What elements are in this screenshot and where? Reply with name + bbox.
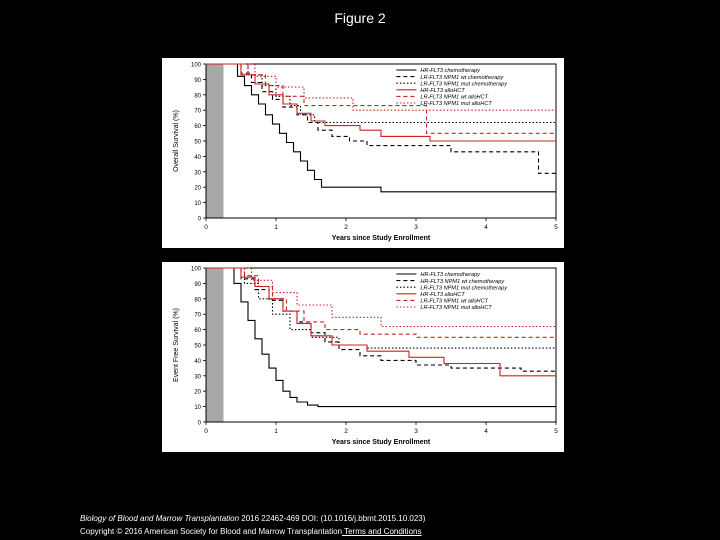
legend-label-6: LR-FLT3 NPM1 mut alloHCT	[420, 305, 492, 311]
citation-details: 2016 22462-469 DOI: (10.1016/j.bbmt.2015…	[239, 514, 426, 523]
shaded-region	[206, 64, 224, 218]
series-line-6	[206, 267, 556, 328]
legend-label-3: LR-FLT3 NPM1 mut chemotherapy	[420, 81, 508, 87]
y-tick-label: 30	[194, 170, 201, 176]
y-tick-label: 20	[194, 186, 201, 192]
series-line-3	[206, 63, 556, 124]
series-line-4	[206, 63, 556, 142]
y-tick-label: 40	[194, 155, 201, 161]
series-line-5	[206, 267, 556, 338]
x-tick-label: 0	[204, 224, 208, 231]
y-axis-label: Overall Survival (%)	[173, 110, 180, 172]
legend-label-4: HR-FLT3 alloHCT	[420, 88, 465, 94]
y-tick-label: 60	[194, 124, 201, 130]
x-tick-label: 4	[484, 428, 488, 435]
y-tick-label: 40	[194, 359, 201, 365]
legend-label-4: HR-FLT3 alloHCT	[420, 292, 465, 298]
legend-label-6: LR-FLT3 NPM1 mut alloHCT	[420, 101, 492, 107]
y-tick-label: 100	[191, 267, 202, 273]
legend-label-5: LR-FLT3 NPM1 wt alloHCT	[420, 95, 488, 101]
copyright-text: Copyright © 2016 American Society for Bl…	[80, 527, 343, 536]
y-tick-label: 0	[198, 421, 202, 427]
legend-label-2: HR-FLT3 NPM1 wt chemotherapy	[420, 279, 505, 285]
y-tick-label: 100	[191, 63, 202, 69]
figure-title: Figure 2	[334, 10, 386, 26]
efs-plot-svg: 0 10 20 30 40 50 60 70 80 90 100 0 1 2 3 4 5 Years since …	[173, 267, 558, 447]
y-tick-label: 10	[194, 405, 201, 411]
os-plot-svg: 0 10 20 30 40 50 60 70 80 90 100 0 1 2 3 4 5 Years since …	[173, 63, 558, 243]
x-tick-label: 5	[554, 428, 558, 435]
series-line-1	[206, 63, 556, 193]
y-tick-label: 90	[194, 282, 201, 288]
x-axis-label: Years since Study Enrollment	[332, 235, 431, 242]
x-tick-label: 0	[204, 428, 208, 435]
x-tick-label: 1	[274, 428, 278, 435]
y-tick-label: 20	[194, 390, 201, 396]
legend-label-3: LR-FLT3 NPM1 mut chemotherapy	[420, 285, 508, 291]
x-tick-label: 2	[344, 224, 348, 231]
series-line-2	[206, 63, 556, 174]
shaded-region	[206, 268, 224, 422]
series-line-4	[206, 267, 556, 377]
citation-line: Biology of Blood and Marrow Transplantat…	[80, 514, 425, 523]
x-tick-label: 3	[414, 224, 418, 231]
chart-overall-survival: 0 10 20 30 40 50 60 70 80 90 100 0 1 2 3 4 5 Years since …	[162, 58, 564, 248]
y-tick-label: 50	[194, 344, 201, 350]
x-tick-label: 5	[554, 224, 558, 231]
legend-label-1: HR-FLT3 chemotherapy	[420, 272, 481, 278]
x-tick-label: 2	[344, 428, 348, 435]
journal-name: Biology of Blood and Marrow Transplantat…	[80, 514, 240, 523]
y-tick-label: 70	[194, 313, 201, 319]
y-tick-label: 30	[194, 374, 201, 380]
series-line-3	[206, 267, 556, 349]
y-tick-label: 70	[194, 109, 201, 115]
x-axis-label: Years since Study Enrollment	[332, 439, 431, 446]
series-line-1	[206, 267, 556, 408]
x-tick-label: 3	[414, 428, 418, 435]
chart-event-free-survival: 0 10 20 30 40 50 60 70 80 90 100 0 1 2 3 4 5 Years since …	[162, 262, 564, 452]
x-tick-label: 4	[484, 224, 488, 231]
y-tick-label: 80	[194, 93, 201, 99]
y-tick-label: 60	[194, 328, 201, 334]
legend-label-1: HR-FLT3 chemotherapy	[420, 68, 481, 74]
y-tick-label: 10	[194, 201, 201, 207]
terms-link[interactable]: Terms and Conditions	[342, 527, 422, 536]
y-tick-label: 50	[194, 140, 201, 146]
y-axis-label: Event Free Survival (%)	[173, 308, 180, 382]
legend-label-2: LR-FLT3 NPM1 wt chemotherapy	[420, 75, 504, 81]
legend-label-5: LR-FLT3 NPM1 wt alloHCT	[420, 299, 488, 305]
y-tick-label: 0	[198, 217, 202, 223]
copyright-line: Copyright © 2016 American Society for Bl…	[80, 527, 421, 536]
y-tick-label: 90	[194, 78, 201, 84]
x-tick-label: 1	[274, 224, 278, 231]
y-tick-label: 80	[194, 297, 201, 303]
